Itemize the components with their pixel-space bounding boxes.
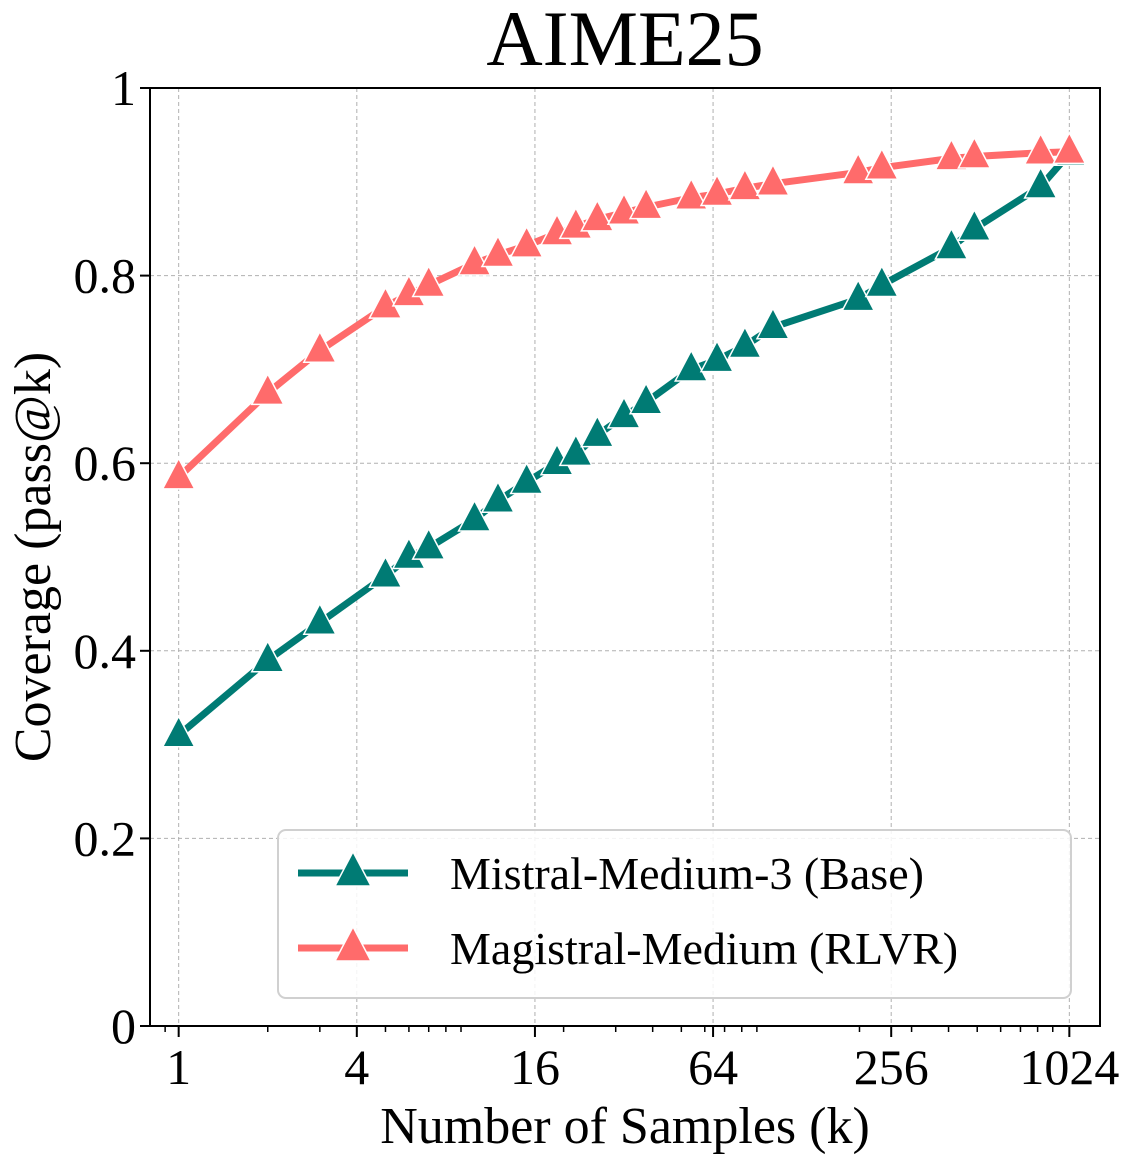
legend-label: Magistral-Medium (RLVR): [450, 923, 958, 974]
data-point: [580, 414, 615, 448]
data-point: [1023, 166, 1058, 199]
data-point: [161, 714, 196, 748]
y-axis: 0 0.2 0.4 0.6 0.8 1: [74, 60, 150, 1054]
x-tick-label: 256: [854, 1039, 929, 1095]
data-point: [934, 137, 969, 171]
x-tick-label: 1: [166, 1039, 191, 1095]
x-axis-label: Number of Samples (k): [380, 1098, 870, 1155]
data-point: [628, 186, 664, 220]
data-point: [840, 151, 876, 185]
legend: Mistral-Medium-3 (Base) Magistral-Medium …: [277, 829, 1072, 999]
data-point: [411, 527, 446, 560]
plot-frame: [149, 87, 1101, 1027]
data-point: [699, 339, 735, 373]
y-tick-label: 0.6: [74, 435, 137, 491]
data-point: [411, 264, 446, 298]
data-point: [628, 381, 664, 415]
data-point: [755, 163, 791, 196]
x-tick-label: 4: [344, 1039, 369, 1095]
series: [161, 131, 1087, 490]
data-point: [250, 639, 285, 673]
data-point: [673, 177, 709, 211]
data-point: [509, 225, 544, 258]
data-point: [580, 198, 615, 232]
data-point: [1052, 131, 1087, 165]
data-point: [957, 208, 992, 242]
y-axis-label: Coverage (pass@k): [5, 352, 62, 762]
legend-marker: [333, 925, 373, 962]
data-point: [302, 330, 338, 363]
legend-label: Mistral-Medium-3 (Base): [450, 848, 924, 899]
y-tick-label: 0.4: [74, 623, 137, 679]
x-axis: 1 4 16 64 256 1024: [164, 1026, 1119, 1095]
grid: [150, 88, 1100, 1026]
data-point: [161, 456, 196, 490]
x-tick-label: 1024: [1019, 1039, 1119, 1095]
series-layer: [161, 131, 1087, 748]
data-point: [755, 306, 791, 340]
data-point: [864, 264, 900, 298]
data-point: [480, 234, 516, 268]
data-point: [558, 433, 594, 467]
legend-marker: [333, 850, 373, 887]
data-point: [864, 147, 900, 181]
y-tick-label: 0.8: [74, 248, 137, 304]
y-tick-label: 0.2: [74, 810, 137, 866]
data-point: [457, 499, 492, 532]
series-line: [175, 150, 1073, 739]
series: [161, 133, 1087, 748]
data-point: [673, 348, 709, 382]
data-point: [509, 461, 544, 495]
data-point: [368, 286, 403, 319]
x-tick-label: 16: [510, 1039, 560, 1095]
data-point: [480, 480, 516, 514]
y-tick-label: 1: [111, 60, 136, 116]
data-point: [727, 167, 763, 201]
data-point: [957, 136, 992, 169]
data-point: [1023, 132, 1058, 166]
legend-item: Magistral-Medium (RLVR): [298, 923, 958, 974]
data-point: [302, 602, 338, 635]
data-point: [250, 372, 285, 406]
y-tick-label: 0: [111, 998, 136, 1054]
data-point: [727, 325, 763, 359]
data-point: [934, 227, 969, 260]
data-point: [368, 555, 403, 589]
legend-item: Mistral-Medium-3 (Base): [298, 848, 924, 899]
x-tick-label: 64: [688, 1039, 738, 1095]
data-point: [699, 173, 735, 207]
data-point: [457, 242, 492, 276]
legend-box: [277, 829, 1072, 999]
chart-title: AIME25: [486, 0, 763, 82]
